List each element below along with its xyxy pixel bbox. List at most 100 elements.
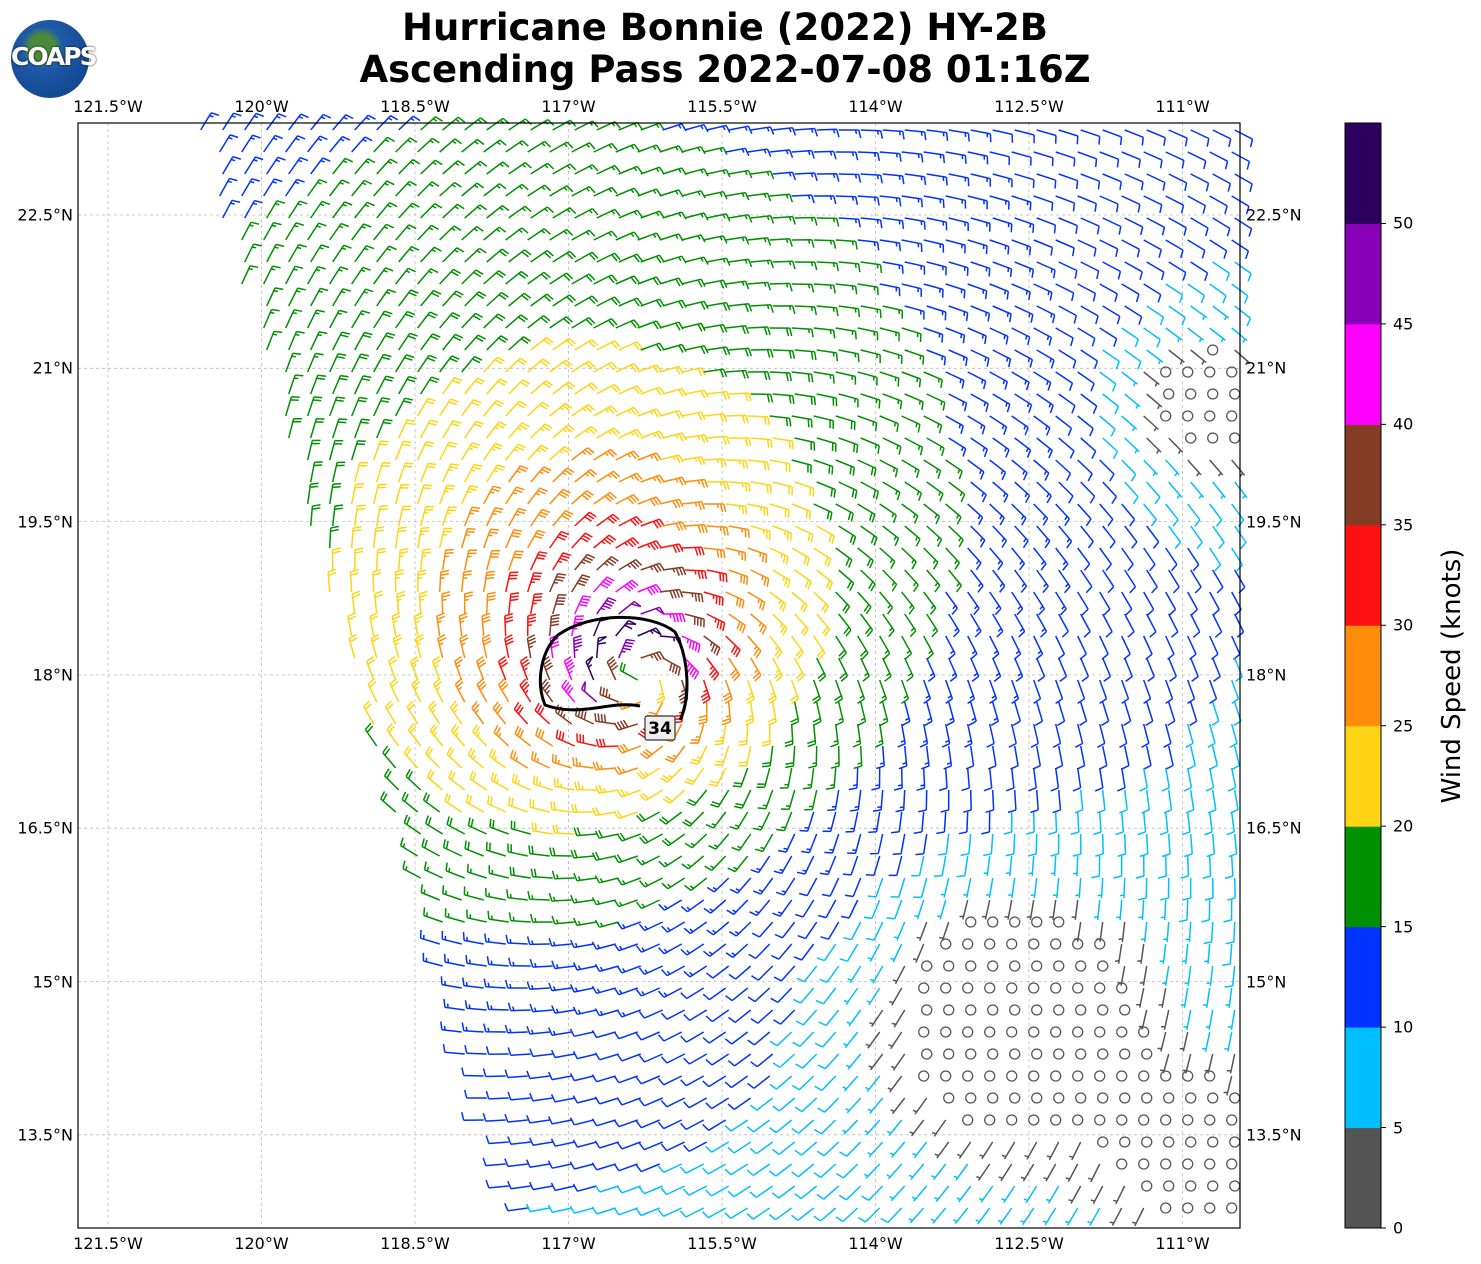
calm-circle <box>1028 1026 1040 1038</box>
wind-barb <box>1202 1031 1211 1052</box>
wind-barb <box>1115 811 1125 836</box>
calm-circle <box>987 1048 999 1060</box>
wind-barb <box>943 745 953 770</box>
wind-barb <box>662 211 687 220</box>
wind-barb <box>879 635 891 660</box>
wind-barb <box>660 767 683 783</box>
wind-barb <box>1033 371 1052 391</box>
wind-barb <box>1190 217 1209 237</box>
wind-barb <box>948 173 970 187</box>
wind-barb <box>1117 833 1127 858</box>
wind-barb <box>618 165 643 175</box>
wind-barb <box>983 855 991 876</box>
wind-barb <box>684 767 705 786</box>
wind-barb <box>776 811 793 832</box>
wind-barb <box>551 594 567 615</box>
wind-barb <box>948 481 966 503</box>
wind-barb <box>965 745 975 770</box>
wind-barb <box>1075 877 1082 898</box>
wind-barb <box>1014 657 1024 682</box>
wind-barb <box>838 657 849 682</box>
wind-barb <box>1055 283 1075 302</box>
wind-barb <box>864 1075 881 1093</box>
wind-barb <box>1094 767 1104 792</box>
wind-barb <box>989 371 1009 390</box>
wind-barb <box>530 508 550 527</box>
wind-barb <box>792 1031 815 1048</box>
wind-barb <box>1011 415 1029 436</box>
wind-barb <box>526 936 550 946</box>
wind-barb <box>507 1091 531 1101</box>
wind-barb <box>569 1161 594 1170</box>
wind-barb <box>1165 503 1179 527</box>
wind-barb <box>552 294 577 307</box>
wind-barb <box>439 355 460 373</box>
wind-barb <box>923 635 934 660</box>
wind-barb <box>307 135 328 153</box>
wind-barb <box>683 1009 708 1022</box>
wind-barb <box>288 156 309 175</box>
wind-barb <box>1036 657 1046 682</box>
wind-barb <box>1203 987 1211 1008</box>
wind-barb <box>857 327 879 341</box>
wind-barb <box>1118 921 1126 942</box>
wind-barb <box>779 767 793 789</box>
wind-barb <box>442 333 464 351</box>
wind-barb <box>912 943 925 963</box>
wind-barb <box>1046 1141 1060 1161</box>
wind-barb <box>551 960 575 970</box>
wind-barb <box>813 503 833 521</box>
wind-barb <box>505 227 529 241</box>
wind-barb <box>706 569 728 583</box>
wind-barb <box>662 476 687 486</box>
colorbar-tick-label: 30 <box>1393 615 1414 635</box>
wind-barb <box>1123 701 1132 727</box>
wind-barb <box>684 877 708 891</box>
wind-barb <box>618 297 643 307</box>
wind-barb <box>263 308 280 329</box>
wind-barb <box>461 138 485 153</box>
wind-barb <box>373 223 395 241</box>
wind-barb <box>662 255 687 264</box>
wind-barb <box>738 723 749 747</box>
wind-barb <box>681 411 706 421</box>
wind-barb <box>867 1141 884 1158</box>
wind-barb <box>442 463 460 483</box>
wind-barb <box>838 217 861 228</box>
wind-barb <box>1207 723 1216 748</box>
wind-barb <box>585 656 595 681</box>
wind-barb <box>1080 261 1100 280</box>
calm-circle <box>1009 1092 1021 1104</box>
wind-barb <box>1234 613 1245 638</box>
wind-barb <box>417 311 438 329</box>
wind-barb <box>1011 503 1027 526</box>
wind-barb <box>486 117 510 131</box>
wind-barb <box>492 701 507 725</box>
wind-barb <box>1146 261 1165 281</box>
wind-barb <box>464 291 487 307</box>
x-tick-label-top: 114°W <box>848 97 903 116</box>
wind-barb <box>1008 877 1016 898</box>
wind-barb <box>1226 1053 1236 1074</box>
wind-barb <box>1160 1009 1170 1030</box>
wind-barb <box>458 612 468 637</box>
wind-barb <box>945 195 967 209</box>
wind-barb <box>1058 569 1071 594</box>
wind-barb <box>799 877 818 897</box>
wind-barb <box>904 261 926 275</box>
wind-barb <box>551 870 575 880</box>
wind-barb <box>306 396 323 417</box>
wind-barb <box>816 569 834 591</box>
wind-barb <box>857 591 872 615</box>
wind-barb <box>241 221 260 241</box>
wind-barb <box>1113 1185 1126 1205</box>
wind-barb <box>967 415 986 435</box>
calm-circle <box>965 1048 977 1060</box>
wind-barb <box>1028 767 1037 792</box>
calm-circle <box>962 938 974 950</box>
wind-barb <box>870 833 884 855</box>
wind-barb <box>970 525 986 548</box>
x-tick-label-bottom: 121.5°W <box>73 1234 143 1253</box>
wind-barb <box>1098 745 1108 770</box>
wind-barb <box>525 1203 550 1213</box>
